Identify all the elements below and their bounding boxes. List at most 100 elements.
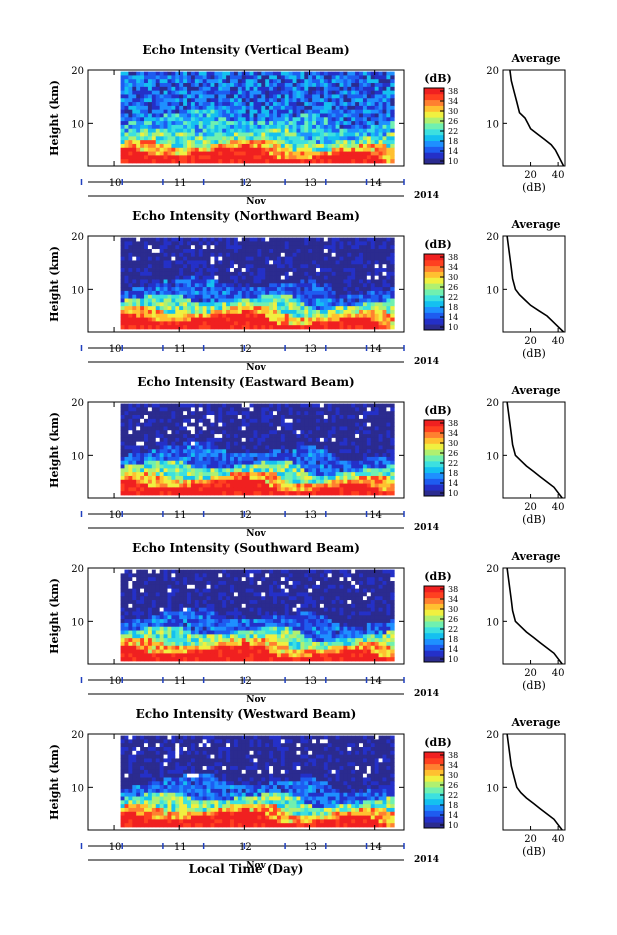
heatmap-cell [371, 121, 375, 125]
heatmap-cell [265, 113, 269, 117]
heatmap-cell [171, 468, 175, 472]
heatmap-cell [191, 241, 195, 245]
heatmap-cell [269, 140, 273, 144]
heatmap-cell [269, 260, 273, 264]
heatmap-cell [265, 476, 269, 480]
heatmap-cell [355, 419, 359, 423]
heatmap-cell [199, 155, 203, 159]
heatmap-cell [199, 129, 203, 133]
heatmap-cell [328, 415, 332, 419]
heatmap-cell [296, 318, 300, 322]
heatmap-cell [199, 264, 203, 268]
heatmap-cell [124, 291, 128, 295]
heatmap-cell [343, 94, 347, 98]
heatmap-cell [187, 453, 191, 457]
heatmap-cell [289, 260, 293, 264]
heatmap-cell [144, 106, 148, 110]
heatmap-cell [148, 404, 152, 408]
heatmap-cell [226, 148, 230, 152]
heatmap-cell [246, 106, 250, 110]
heatmap-cell [175, 152, 179, 156]
heatmap-cell [136, 419, 140, 423]
heatmap-cell [269, 110, 273, 114]
heatmap-cell [383, 91, 387, 95]
heatmap-cell [148, 110, 152, 114]
heatmap-cell [148, 491, 152, 495]
heatmap-cell [355, 468, 359, 472]
heatmap-cell [230, 287, 234, 291]
heatmap-cell [148, 314, 152, 318]
heatmap-cell [136, 476, 140, 480]
heatmap-cell [124, 276, 128, 280]
heatmap-cell [265, 249, 269, 253]
heatmap-cell [257, 430, 261, 434]
heatmap-cell [226, 287, 230, 291]
heatmap-cell [379, 72, 383, 76]
heatmap-cell [238, 318, 242, 322]
heatmap-cell [238, 484, 242, 488]
heatmap-cell [167, 321, 171, 325]
heatmap-cell [257, 321, 261, 325]
heatmap-cell [343, 279, 347, 283]
heatmap-cell [312, 87, 316, 91]
heatmap-cell [347, 430, 351, 434]
heatmap-cell [269, 318, 273, 322]
heatmap-cell [312, 276, 316, 280]
heatmap-cell [230, 125, 234, 129]
heatmap-cell [355, 276, 359, 280]
heatmap-cell [152, 283, 156, 287]
heatmap-cell [187, 404, 191, 408]
heatmap-cell [340, 238, 344, 242]
heatmap-cell [343, 423, 347, 427]
heatmap-cell [203, 241, 207, 245]
heatmap-cell [191, 245, 195, 249]
heatmap-cell [230, 480, 234, 484]
heatmap-cell [140, 423, 144, 427]
heatmap-cell [191, 434, 195, 438]
heatmap-cell [214, 299, 218, 303]
heatmap-cell [226, 260, 230, 264]
heatmap-cell [160, 404, 164, 408]
heatmap-cell [230, 253, 234, 257]
heatmap-cell [187, 106, 191, 110]
heatmap-cell [187, 445, 191, 449]
heatmap-cell [328, 87, 332, 91]
heatmap-cell [296, 423, 300, 427]
heatmap-cell [183, 299, 187, 303]
heatmap-cell [207, 434, 211, 438]
heatmap-cell [160, 461, 164, 465]
heatmap-cell [144, 260, 148, 264]
heatmap-cell [191, 445, 195, 449]
heatmap-cell [230, 152, 234, 156]
heatmap-cell [222, 253, 226, 257]
heatmap-cell [285, 75, 289, 79]
heatmap-cell [195, 144, 199, 148]
heatmap-cell [320, 472, 324, 476]
heatmap-cell [179, 253, 183, 257]
heatmap-cell [383, 87, 387, 91]
heatmap-cell [390, 310, 394, 314]
heatmap-cell [281, 87, 285, 91]
heatmap-cell [277, 299, 281, 303]
heatmap-cell [242, 91, 246, 95]
heatmap-cell [379, 245, 383, 249]
heatmap-cell [316, 257, 320, 261]
heatmap-cell [300, 98, 304, 102]
heatmap-cell [316, 155, 320, 159]
heatmap-cell [207, 113, 211, 117]
heatmap-cell [336, 121, 340, 125]
heatmap-cell [230, 283, 234, 287]
heatmap-cell [128, 144, 132, 148]
heatmap-cell [132, 241, 136, 245]
profile-x-label: (dB) [522, 181, 546, 194]
heatmap-cell [304, 133, 308, 137]
heatmap-cell [312, 125, 316, 129]
heatmap-cell [308, 268, 312, 272]
heatmap-cell [199, 295, 203, 299]
heatmap-cell [152, 98, 156, 102]
heatmap-cell [167, 415, 171, 419]
heatmap-cell [210, 159, 214, 163]
heatmap-cell [199, 472, 203, 476]
heatmap-cell [226, 72, 230, 76]
heatmap-cell [246, 419, 250, 423]
